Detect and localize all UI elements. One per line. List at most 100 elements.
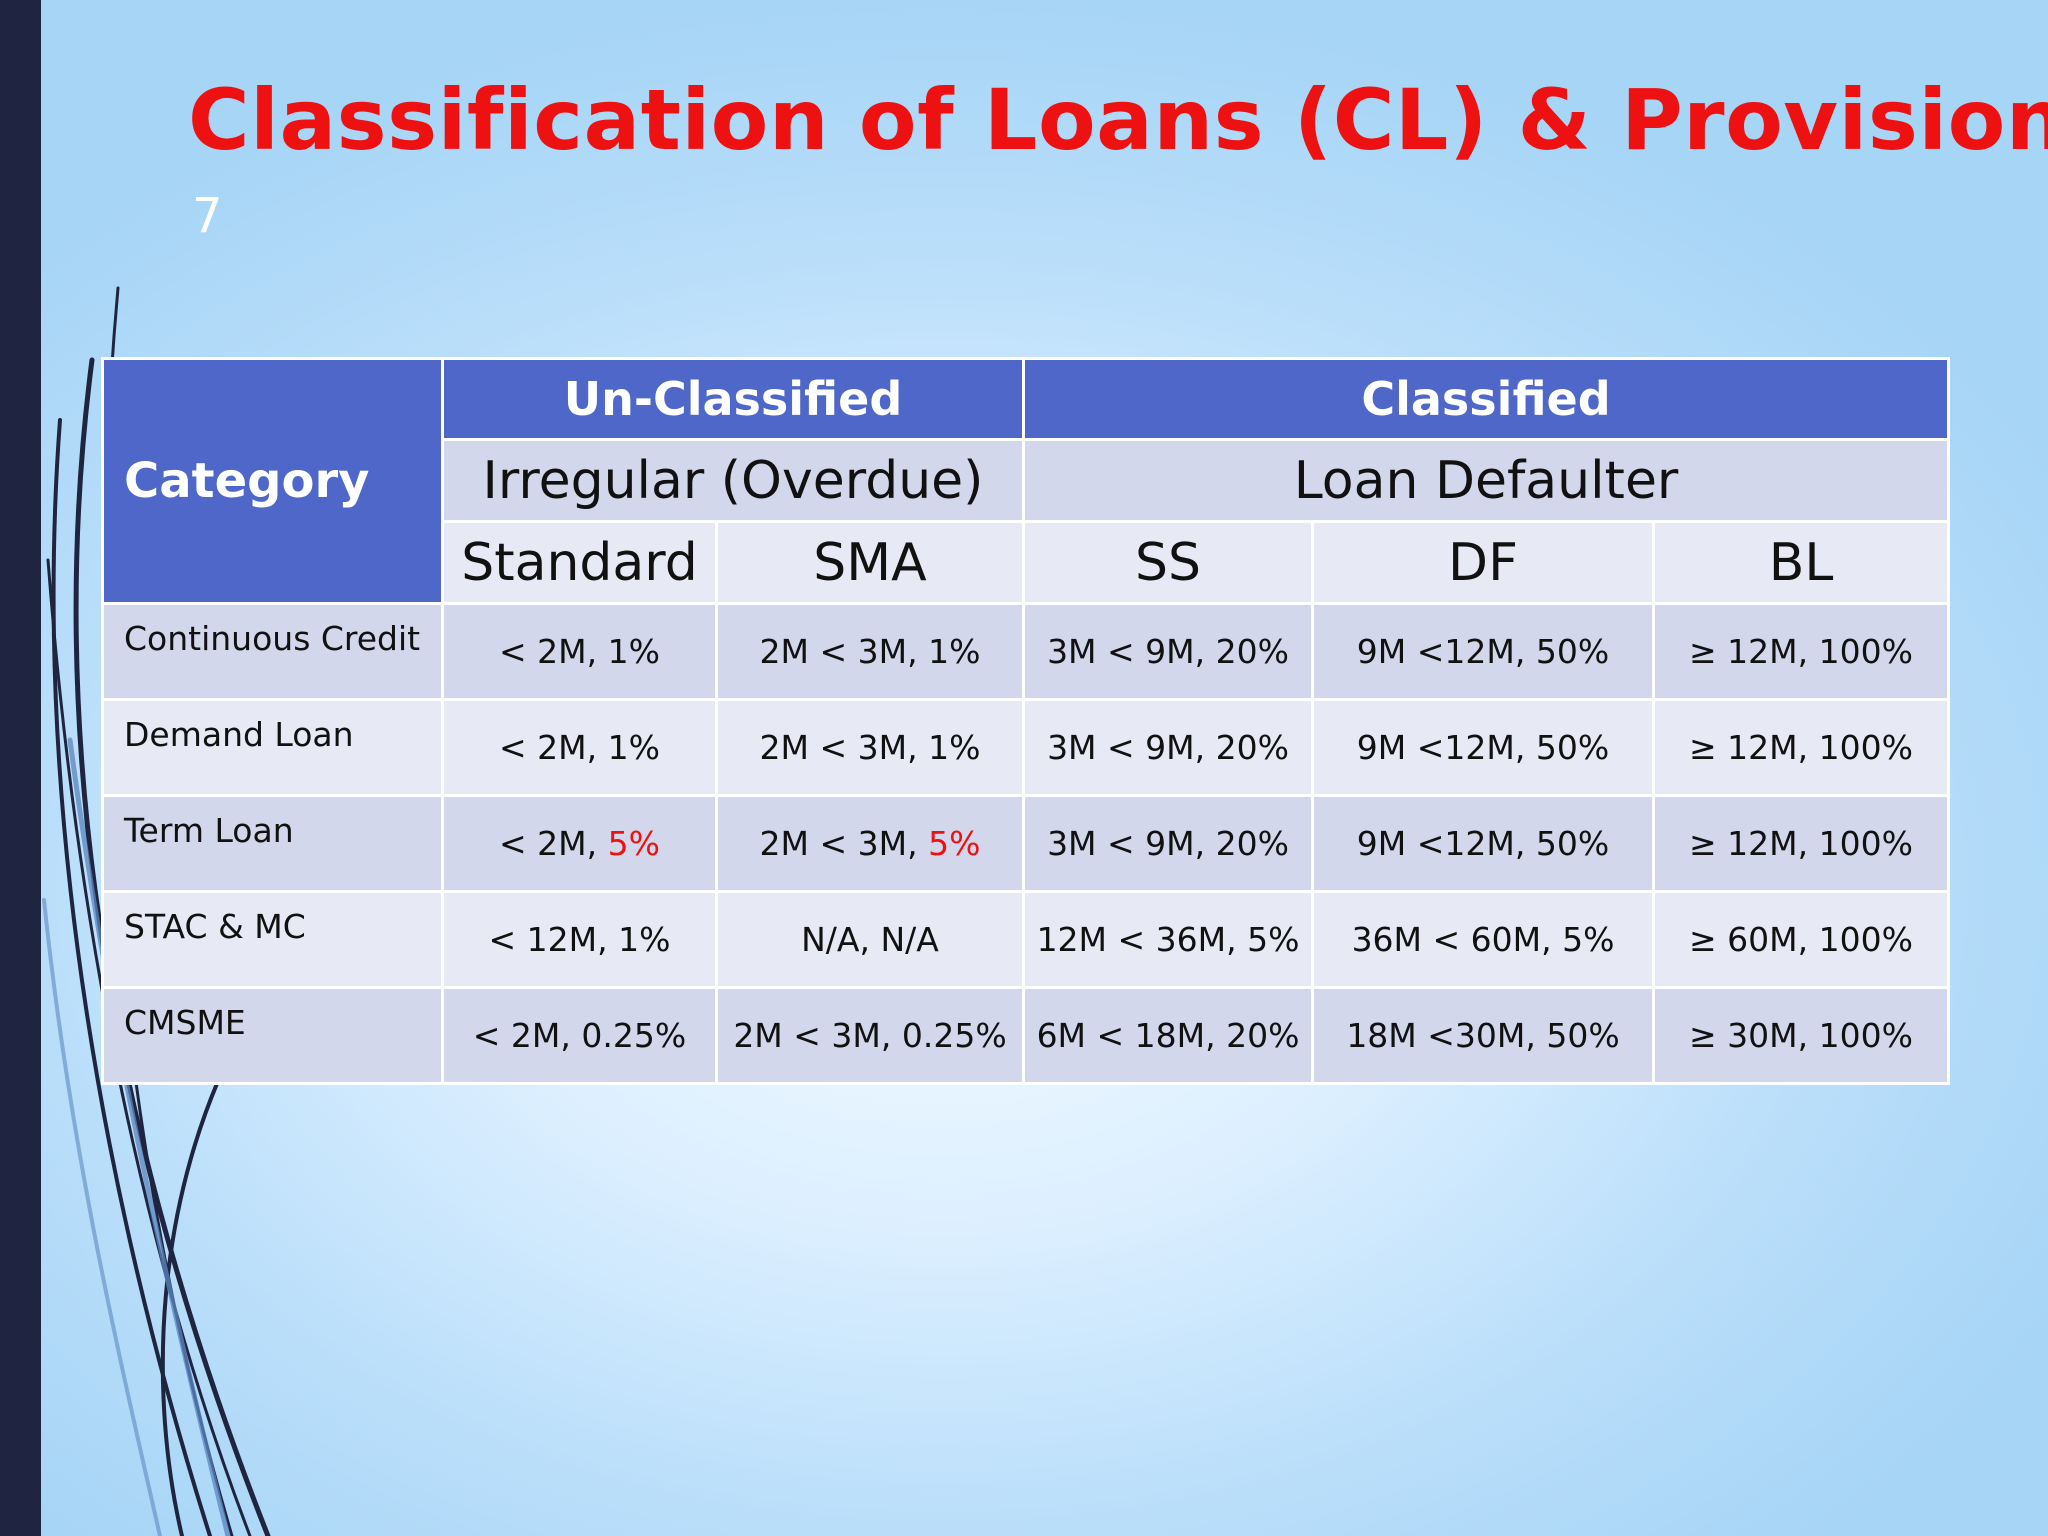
cell-provision-rate: 20%	[1215, 728, 1289, 767]
cell-sma: 2M < 3M, 1%	[714, 602, 1026, 701]
cell-range: < 2M,	[472, 1016, 582, 1055]
cell-bl: ≥ 12M, 100%	[1652, 794, 1951, 893]
cell-provision-rate: 5%	[1247, 920, 1300, 959]
cell-range: 6M < 18M,	[1036, 1016, 1227, 1055]
cell-provision-rate: 1%	[618, 920, 671, 959]
row-category-label: STAC & MC	[101, 890, 444, 989]
cell-df: 36M < 60M, 5%	[1311, 890, 1656, 989]
cell-range: 9M <12M,	[1356, 632, 1536, 671]
cell-provision-rate: 50%	[1546, 1016, 1620, 1055]
table-row: CMSME < 2M, 0.25% 2M < 3M, 0.25% 6M < 18M, …	[101, 986, 1951, 1085]
cell-range: 2M < 3M,	[733, 1016, 902, 1055]
table-body: Continuous Credit < 2M, 1% 2M < 3M, 1% 3M <…	[101, 602, 1951, 1085]
cell-standard: < 12M, 1%	[441, 890, 718, 989]
cell-range: ≥ 12M,	[1689, 728, 1819, 767]
header-row-subgroups: Irregular (Overdue) Loan Defaulter	[103, 438, 1951, 523]
column-header-standard: Standard	[441, 520, 718, 605]
cell-range: 2M < 3M,	[759, 824, 929, 863]
left-accent-bar	[0, 0, 41, 1536]
cell-provision-rate: 50%	[1535, 824, 1610, 863]
cell-range: 9M <12M,	[1356, 728, 1536, 767]
cell-range: 2M < 3M,	[759, 728, 929, 767]
header-row-columns: Standard SMA SS DF BL	[103, 520, 1951, 605]
column-header-ss: SS	[1022, 520, 1315, 605]
cell-range: 3M < 9M,	[1047, 632, 1216, 671]
cell-ss: 12M < 36M, 5%	[1022, 890, 1315, 989]
cell-provision-rate: 100%	[1818, 632, 1913, 671]
cell-range: ≥ 12M,	[1689, 824, 1819, 863]
cell-provision-rate: 5%	[1562, 920, 1615, 959]
cell-provision-rate: N/A	[880, 920, 939, 959]
cell-sma: 2M < 3M, 5%	[714, 794, 1026, 893]
cell-provision-rate: 1%	[928, 728, 981, 767]
slide-number: 7	[192, 188, 223, 244]
cell-range: ≥ 60M,	[1689, 920, 1819, 959]
cell-bl: ≥ 60M, 100%	[1652, 890, 1951, 989]
cell-provision-rate: 0.25%	[581, 1016, 687, 1055]
cell-range: < 2M,	[499, 632, 608, 671]
cell-provision-rate: 50%	[1535, 632, 1610, 671]
cell-standard: < 2M, 1%	[441, 602, 718, 701]
classified-header: Classified	[1022, 357, 1951, 441]
cell-range: < 12M,	[488, 920, 619, 959]
cell-bl: ≥ 12M, 100%	[1652, 698, 1951, 797]
cell-provision-rate: 50%	[1535, 728, 1610, 767]
cell-range: 12M < 36M,	[1036, 920, 1248, 959]
cell-ss: 3M < 9M, 20%	[1022, 794, 1315, 893]
cell-ss: 3M < 9M, 20%	[1022, 698, 1315, 797]
cell-range: ≥ 30M,	[1689, 1016, 1819, 1055]
cell-standard: < 2M, 0.25%	[441, 986, 718, 1085]
cell-provision-rate: 1%	[607, 632, 660, 671]
cell-standard: < 2M, 1%	[441, 698, 718, 797]
cell-provision-rate: 1%	[928, 632, 981, 671]
cell-provision-rate: 20%	[1215, 824, 1289, 863]
unclassified-header: Un-Classified	[440, 357, 1026, 441]
cell-range: 36M < 60M,	[1351, 920, 1563, 959]
cell-provision-rate: 100%	[1818, 728, 1913, 767]
cell-range: 9M <12M,	[1356, 824, 1536, 863]
slide-title: Classification of Loans (CL) & Provision	[188, 71, 2048, 169]
row-category-label: Continuous Credit	[101, 602, 444, 701]
cell-provision-rate: 100%	[1818, 824, 1913, 863]
irregular-overdue-header: Irregular (Overdue)	[440, 438, 1026, 523]
cell-provision-rate: 5%	[928, 824, 981, 863]
row-category-label: Term Loan	[101, 794, 444, 893]
cell-range: 18M <30M,	[1346, 1016, 1547, 1055]
cell-bl: ≥ 12M, 100%	[1652, 602, 1951, 701]
row-category-label: CMSME	[101, 986, 444, 1085]
table-row: Term Loan < 2M, 5% 2M < 3M, 5% 3M < 9M, 20%…	[101, 794, 1951, 893]
cell-standard: < 2M, 5%	[441, 794, 718, 893]
cell-range: 2M < 3M,	[759, 632, 929, 671]
cell-provision-rate: 0.25%	[901, 1016, 1007, 1055]
cell-sma: N/A, N/A	[714, 890, 1026, 989]
row-category-label: Demand Loan	[101, 698, 444, 797]
cell-df: 9M <12M, 50%	[1311, 698, 1656, 797]
cell-range: ≥ 12M,	[1689, 632, 1819, 671]
cell-bl: ≥ 30M, 100%	[1652, 986, 1951, 1085]
table-row: Continuous Credit < 2M, 1% 2M < 3M, 1% 3M <…	[101, 602, 1951, 701]
cell-sma: 2M < 3M, 1%	[714, 698, 1026, 797]
table-row: Demand Loan < 2M, 1% 2M < 3M, 1% 3M < 9M, 2…	[101, 698, 1951, 797]
cell-range: N/A,	[801, 920, 881, 959]
table-row: STAC & MC < 12M, 1% N/A, N/A 12M < 36M, 5% 3…	[101, 890, 1951, 989]
cell-provision-rate: 100%	[1818, 920, 1913, 959]
cell-provision-rate: 100%	[1818, 1016, 1913, 1055]
cell-provision-rate: 20%	[1226, 1016, 1300, 1055]
cell-ss: 3M < 9M, 20%	[1022, 602, 1315, 701]
cell-provision-rate: 1%	[607, 728, 660, 767]
cell-provision-rate: 20%	[1215, 632, 1289, 671]
cell-df: 9M <12M, 50%	[1311, 794, 1656, 893]
cell-provision-rate: 5%	[607, 824, 660, 863]
cell-ss: 6M < 18M, 20%	[1022, 986, 1315, 1085]
cell-df: 18M <30M, 50%	[1311, 986, 1656, 1085]
category-header: Category	[101, 357, 444, 605]
column-header-df: DF	[1311, 520, 1656, 605]
cell-range: < 2M,	[499, 824, 608, 863]
loan-classification-table: Category Un-Classified Classified Irregu…	[101, 357, 1951, 1085]
cell-df: 9M <12M, 50%	[1311, 602, 1656, 701]
column-header-sma: SMA	[714, 520, 1026, 605]
cell-range: < 2M,	[499, 728, 608, 767]
cell-range: 3M < 9M,	[1047, 728, 1216, 767]
column-header-bl: BL	[1652, 520, 1951, 605]
